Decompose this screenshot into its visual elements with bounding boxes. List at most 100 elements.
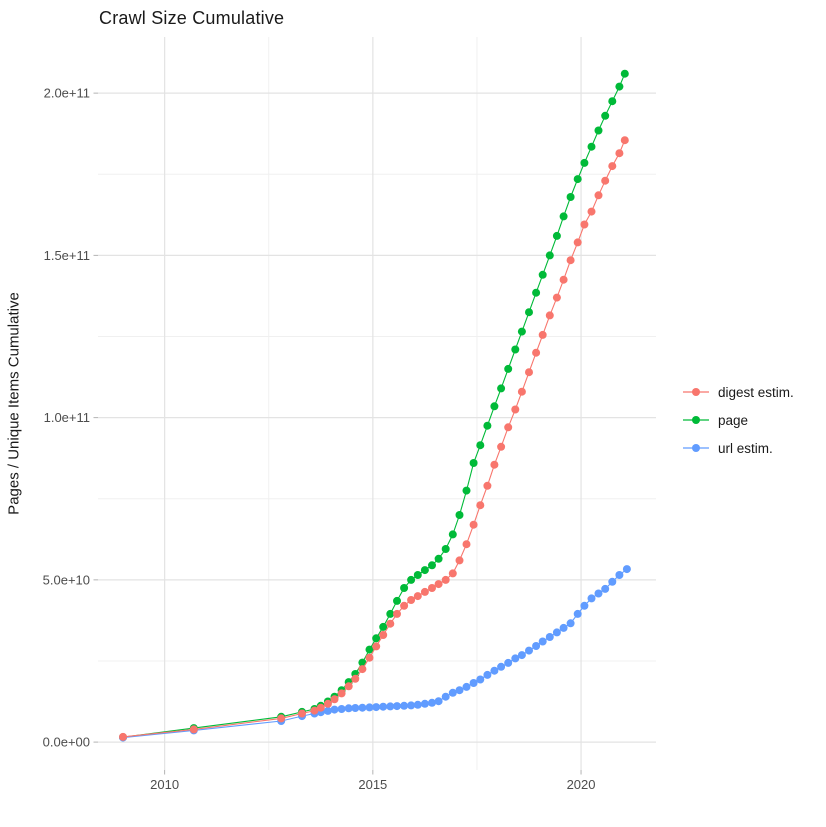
data-point-url — [428, 698, 436, 707]
data-point-page — [413, 571, 422, 579]
y-tick-label: 1.5e+11 — [44, 248, 90, 263]
data-point-page — [615, 82, 624, 91]
data-point-digest — [330, 695, 339, 704]
legend-item-label: url estim. — [718, 440, 773, 456]
data-point-digest — [455, 556, 464, 565]
data-point-page — [379, 622, 388, 631]
series-digest — [119, 136, 629, 741]
data-point-digest — [573, 238, 582, 247]
y-tick-label: 1.0e+11 — [44, 410, 90, 425]
data-point-url — [337, 705, 346, 713]
data-point-digest — [552, 293, 561, 302]
data-point-digest — [386, 619, 395, 628]
data-point-digest — [517, 387, 526, 396]
data-point-page — [538, 270, 547, 279]
data-point-digest — [277, 714, 286, 723]
x-tick-label: 2015 — [358, 777, 387, 792]
data-point-digest — [545, 311, 554, 320]
data-point-page — [504, 364, 513, 373]
data-point-url — [497, 662, 506, 671]
data-point-page — [517, 327, 526, 336]
data-point-url — [407, 701, 416, 710]
data-point-digest — [462, 540, 471, 549]
data-point-digest — [532, 348, 541, 357]
grid-minor — [98, 37, 656, 770]
data-point-page — [358, 658, 367, 667]
data-point-page — [386, 609, 395, 618]
data-point-url — [622, 565, 631, 574]
data-point-url — [580, 601, 589, 610]
data-point-page — [580, 158, 589, 167]
data-point-url — [420, 699, 429, 708]
data-point-digest — [358, 665, 367, 674]
data-point-url — [608, 577, 617, 586]
data-point-url — [365, 703, 374, 712]
data-point-digest — [323, 699, 332, 708]
data-point-digest — [615, 149, 624, 158]
data-point-page — [525, 308, 533, 317]
data-point-url — [615, 571, 624, 579]
data-point-digest — [483, 481, 492, 490]
data-point-url — [358, 703, 367, 712]
data-point-digest — [594, 191, 603, 200]
legend-item-digest: digest estim. — [681, 378, 794, 406]
legend: digest estim. page url estim. — [681, 378, 794, 462]
series-url — [119, 565, 631, 742]
data-point-url — [525, 646, 533, 655]
legend-key-digest-icon — [683, 388, 709, 396]
data-point-digest — [601, 176, 610, 185]
y-tick-label: 2.0e+11 — [44, 86, 90, 101]
x-tick-label: 2020 — [567, 777, 596, 792]
data-point-digest — [566, 256, 575, 265]
data-point-page — [490, 402, 499, 411]
grid-major — [98, 37, 656, 770]
data-point-url — [476, 675, 485, 684]
data-point-digest — [379, 631, 388, 639]
data-point-digest — [448, 569, 457, 578]
data-point-page — [511, 345, 520, 354]
y-tick-label: 5.0e+10 — [43, 572, 90, 587]
y-axis-title: Pages / Unique Items Cumulative — [5, 292, 23, 515]
data-point-digest — [620, 136, 629, 145]
data-point-url — [504, 658, 513, 667]
data-point-url — [413, 700, 422, 709]
data-point-url — [441, 692, 450, 701]
data-point-page — [455, 511, 464, 519]
data-point-url — [434, 697, 443, 706]
data-point-url — [400, 701, 409, 710]
x-tick-label: 2010 — [150, 777, 179, 792]
data-point-page — [420, 566, 429, 575]
legend-key-url-icon — [683, 444, 709, 452]
data-point-digest — [490, 460, 499, 469]
data-point-digest — [337, 689, 346, 698]
data-point-url — [490, 666, 499, 675]
data-point-page — [497, 384, 506, 393]
data-point-page — [587, 142, 596, 151]
data-point-digest — [469, 520, 478, 529]
data-point-digest — [344, 682, 353, 691]
data-point-digest — [372, 642, 381, 651]
data-point-page — [428, 561, 436, 570]
data-point-url — [483, 670, 492, 679]
data-point-url — [448, 688, 457, 697]
data-point-page — [620, 69, 629, 78]
data-point-digest — [434, 580, 443, 589]
data-point-digest — [365, 653, 374, 662]
data-point-url — [517, 651, 526, 660]
data-point-digest — [608, 162, 617, 171]
data-point-digest — [298, 709, 306, 718]
data-point-digest — [538, 330, 547, 339]
data-point-digest — [428, 584, 436, 592]
data-point-digest — [393, 609, 401, 618]
data-point-page — [462, 486, 471, 495]
data-point-url — [587, 594, 596, 603]
data-point-page — [393, 596, 401, 605]
legend-key-page-icon — [683, 416, 709, 424]
data-point-digest — [189, 725, 198, 734]
y-tick-label: 0.0e+00 — [43, 735, 90, 750]
data-point-url — [351, 704, 360, 712]
data-point-page — [559, 212, 568, 221]
data-point-digest — [441, 575, 450, 584]
